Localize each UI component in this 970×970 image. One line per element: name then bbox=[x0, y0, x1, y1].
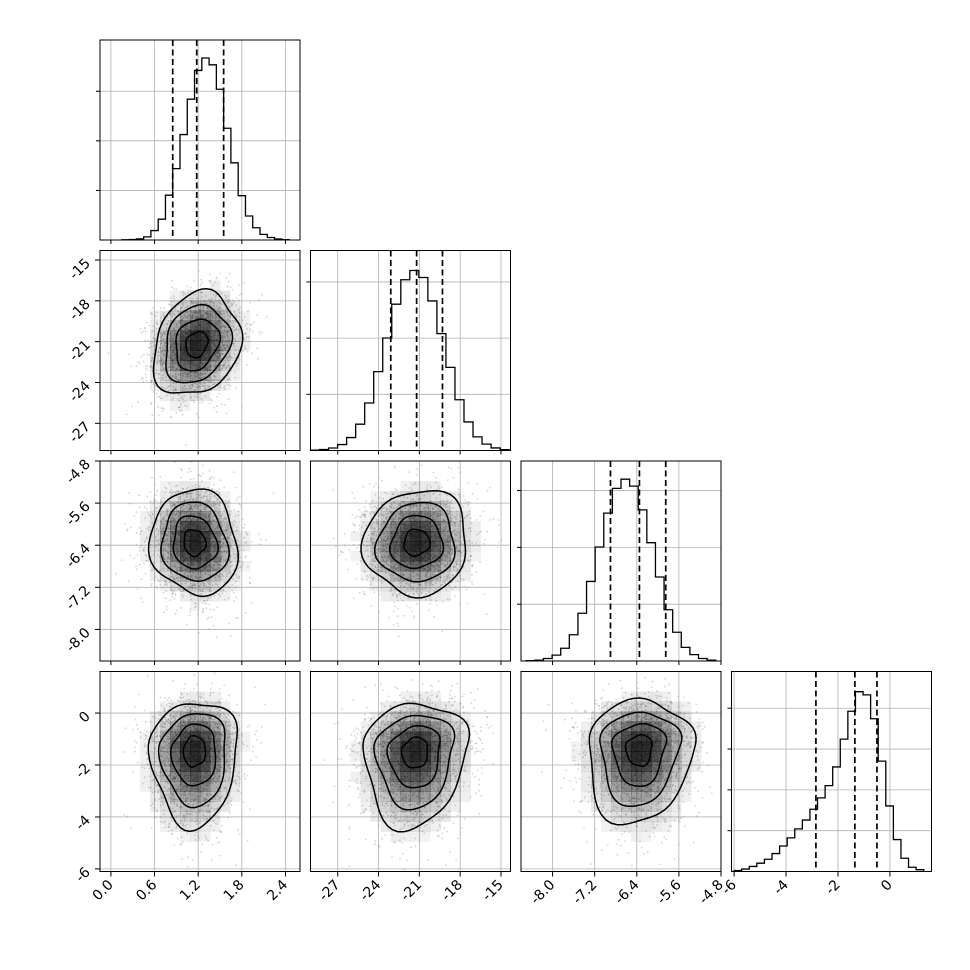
y-tick-label: -6.4 bbox=[63, 541, 94, 572]
x-tick-label: 0.0 bbox=[90, 877, 117, 904]
x-tick-label: -27 bbox=[316, 877, 343, 904]
x-tick-label: -24 bbox=[357, 877, 385, 905]
panel-frame bbox=[310, 460, 511, 662]
contour-level-1 bbox=[388, 514, 445, 570]
hist-step-line bbox=[733, 691, 925, 872]
y-tick-label: -8.0 bbox=[63, 625, 94, 656]
density-shading bbox=[571, 691, 702, 842]
contour-level-2 bbox=[157, 713, 226, 809]
panel-frame bbox=[310, 671, 511, 872]
x-tick-label: 2.4 bbox=[264, 877, 291, 904]
x-tick-label: -15 bbox=[479, 877, 506, 904]
contour-level-0 bbox=[182, 734, 207, 768]
y-tick-label: -5.6 bbox=[63, 499, 94, 530]
x-tick-label: 1.2 bbox=[177, 877, 204, 904]
hist-step-line bbox=[309, 269, 510, 451]
contour-level-2 bbox=[373, 714, 456, 811]
contour-level-3 bbox=[360, 490, 467, 599]
contour-level-2 bbox=[160, 501, 230, 583]
contour-level-3 bbox=[147, 488, 240, 598]
x-tick-label: -6.4 bbox=[612, 877, 643, 908]
y-tick-label: -6 bbox=[73, 864, 94, 885]
y-tick-label: -15 bbox=[66, 256, 93, 283]
contour-level-3 bbox=[147, 703, 239, 833]
contour-level-1 bbox=[170, 723, 217, 787]
hist-step-line bbox=[121, 57, 290, 241]
density-panel-0-1 bbox=[99, 250, 301, 451]
x-tick-label: -4.8 bbox=[696, 877, 727, 908]
panel-frame bbox=[520, 671, 722, 872]
panel-frame bbox=[310, 250, 511, 451]
contour-level-2 bbox=[373, 501, 456, 583]
density-panel-1-2 bbox=[310, 460, 511, 662]
contour-level-1 bbox=[611, 722, 668, 788]
contour-level-1 bbox=[175, 318, 222, 372]
contour-level-1 bbox=[172, 515, 220, 570]
panel-frame bbox=[520, 460, 722, 662]
panel-frame bbox=[99, 250, 301, 451]
hist-step-line bbox=[525, 478, 717, 662]
density-panel-0-3 bbox=[99, 671, 301, 872]
contour-level-0 bbox=[185, 330, 209, 359]
y-tick-label: -21 bbox=[66, 337, 93, 364]
x-tick-label: -5.6 bbox=[654, 877, 685, 908]
density-shading bbox=[140, 691, 251, 842]
contour-level-3 bbox=[152, 287, 244, 394]
contour-level-0 bbox=[400, 736, 429, 769]
y-tick-label: -7.2 bbox=[63, 583, 94, 614]
contour-level-3 bbox=[588, 697, 697, 826]
y-tick-label: -4 bbox=[73, 812, 94, 833]
density-panel-1-3 bbox=[310, 671, 511, 872]
panel-frame bbox=[99, 39, 301, 241]
y-tick-label: -27 bbox=[66, 419, 93, 446]
panel-frame bbox=[99, 671, 301, 872]
y-tick-label: -24 bbox=[66, 378, 94, 406]
y-tick-label: 0 bbox=[76, 709, 94, 727]
panel-frame bbox=[731, 671, 932, 872]
x-tick-label: -6 bbox=[719, 877, 740, 898]
contour-level-2 bbox=[165, 303, 234, 384]
x-tick-label: -8.0 bbox=[528, 877, 559, 908]
y-tick-label: -4.8 bbox=[63, 457, 94, 488]
hist-panel-2 bbox=[517, 460, 722, 662]
y-tick-label: -18 bbox=[66, 296, 93, 323]
density-panel-2-3 bbox=[520, 671, 722, 872]
panel-frame bbox=[99, 460, 301, 662]
density-shading bbox=[350, 481, 481, 602]
hist-panel-1 bbox=[306, 250, 511, 451]
density-panel-0-2 bbox=[99, 460, 301, 662]
x-tick-label: 0.6 bbox=[133, 877, 160, 904]
x-tick-label: -2 bbox=[823, 877, 844, 898]
x-tick-label: -18 bbox=[438, 877, 465, 904]
x-tick-label: -7.2 bbox=[570, 877, 601, 908]
x-tick-label: -21 bbox=[398, 877, 425, 904]
contour-level-3 bbox=[362, 702, 471, 833]
contour-level-0 bbox=[403, 528, 432, 557]
y-tick-label: -2 bbox=[73, 761, 94, 782]
contour-level-0 bbox=[624, 733, 654, 767]
contour-level-2 bbox=[599, 711, 683, 808]
x-tick-label: 1.8 bbox=[221, 877, 248, 904]
x-tick-label: -4 bbox=[771, 877, 792, 898]
contour-level-0 bbox=[183, 528, 207, 558]
hist-panel-0 bbox=[96, 39, 301, 241]
hist-panel-3 bbox=[727, 671, 932, 872]
contour-level-1 bbox=[386, 724, 441, 789]
x-tick-label: 0 bbox=[878, 877, 896, 895]
